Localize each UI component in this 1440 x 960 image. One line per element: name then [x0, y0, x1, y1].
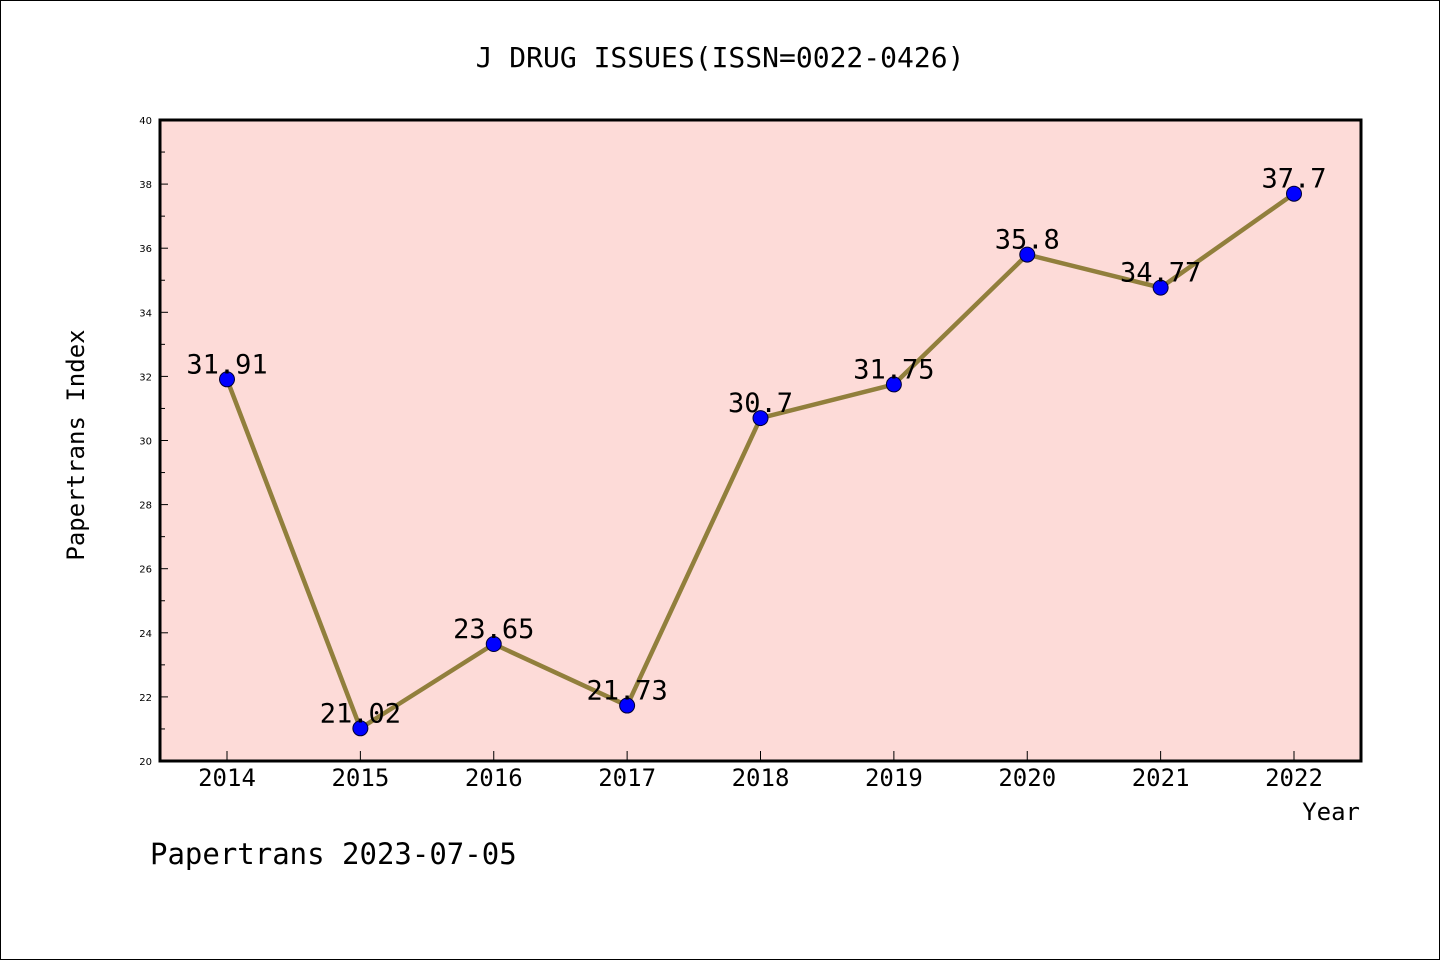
- data-point: [1286, 185, 1302, 202]
- data-label: 21.73: [586, 676, 667, 707]
- y-axis-label: Papertrans Index: [62, 329, 90, 560]
- x-tick-label: 2021: [1132, 764, 1190, 792]
- data-point: [752, 410, 769, 427]
- data-point: [885, 376, 902, 393]
- x-tick-label: 2015: [331, 764, 389, 792]
- data-label: 31.75: [853, 354, 934, 385]
- y-tick-label: 34: [139, 308, 152, 319]
- data-label: 23.65: [453, 614, 534, 645]
- chart-title: J DRUG ISSUES(ISSN=0022-0426): [476, 41, 965, 74]
- x-tick-label: 2020: [998, 764, 1056, 792]
- y-tick-label: 24: [139, 629, 152, 640]
- data-label: 21.02: [320, 698, 401, 729]
- y-tick-label: 32: [139, 372, 152, 383]
- data-point: [485, 636, 502, 653]
- y-tick-label: 36: [139, 244, 152, 255]
- data-label: 31.91: [186, 349, 267, 380]
- series-markers: [219, 185, 1302, 737]
- y-tick-label: 20: [139, 757, 152, 768]
- x-tick-label: 2014: [198, 764, 256, 792]
- x-tick-label: 2022: [1265, 764, 1323, 792]
- x-tick-label: 2017: [598, 764, 656, 792]
- x-tick-label: 2018: [732, 764, 790, 792]
- y-tick-label: 26: [139, 565, 152, 576]
- plot-area: [158, 118, 1363, 763]
- data-point: [1152, 279, 1169, 296]
- data-point: [619, 697, 636, 714]
- data-label: 34.77: [1120, 258, 1201, 289]
- y-tick-label: 38: [139, 180, 152, 191]
- y-tick-label: 28: [139, 501, 152, 512]
- y-axis: 20 22 24 26 28 30 32 34 36 38 40: [139, 116, 168, 768]
- data-point: [219, 371, 235, 388]
- data-point: [352, 720, 369, 737]
- x-axis: 2014 2015 2016 2017 2018 2019 2020 2021 2022: [198, 751, 1323, 792]
- x-tick-label: 2019: [865, 764, 923, 792]
- data-point: [1019, 246, 1036, 263]
- data-labels: 31.91 21.02 23.65 21.73 30.7 31.75 35.8 34.77 37…: [186, 164, 1326, 730]
- y-tick-label: 30: [139, 437, 152, 448]
- footer-text: Papertrans 2023-07-05: [150, 837, 517, 871]
- data-label: 37.7: [1261, 164, 1326, 195]
- y-tick-label: 22: [139, 693, 152, 704]
- x-axis-label: Year: [1302, 798, 1360, 826]
- y-tick-label: 40: [139, 116, 152, 127]
- x-tick-label: 2016: [465, 764, 523, 792]
- data-label: 30.7: [728, 388, 793, 419]
- data-label: 35.8: [995, 225, 1060, 256]
